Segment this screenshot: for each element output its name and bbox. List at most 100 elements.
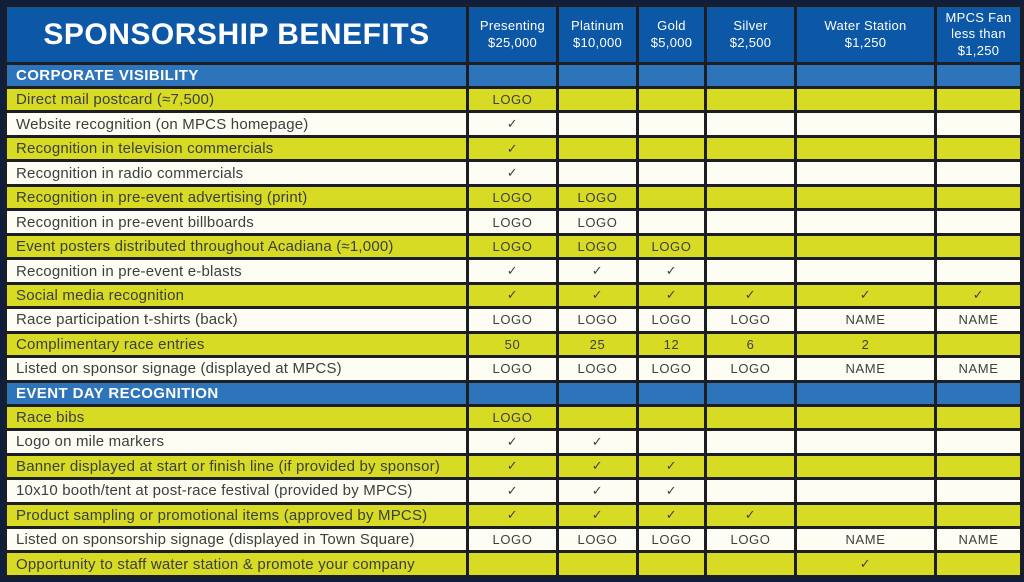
benefit-cell-mpcs-fan: [934, 85, 1023, 114]
benefit-row: Banner displayed at start or finish line…: [4, 452, 1023, 481]
benefit-cell-presenting: LOGO: [466, 355, 559, 383]
benefit-cell-platinum: LOGO: [556, 183, 639, 212]
benefit-cell-gold: [636, 110, 707, 138]
benefit-cell-silver: [704, 403, 797, 432]
page-title: SPONSORSHIP BENEFITS: [4, 4, 469, 65]
benefit-cell-water-station: [794, 428, 937, 456]
column-header-gold: Gold $5,000: [636, 4, 707, 65]
section-cell-gold: [636, 62, 707, 89]
benefit-label: Recognition in television commercials: [4, 134, 469, 163]
benefit-cell-presenting: 50: [466, 330, 559, 359]
benefit-row: Race bibs LOGO: [4, 403, 1023, 432]
benefit-row: Product sampling or promotional items (a…: [4, 501, 1023, 529]
benefit-cell-platinum: [556, 85, 639, 114]
benefit-cell-silver: [704, 232, 797, 261]
benefit-cell-platinum: LOGO: [556, 355, 639, 383]
benefit-cell-mpcs-fan: NAME: [934, 306, 1023, 334]
benefit-row: Complimentary race entries 50 25 12 6 2: [4, 330, 1023, 359]
benefit-label: Race bibs: [4, 403, 469, 432]
benefit-label: Opportunity to staff water station & pro…: [4, 550, 469, 578]
section-cell-silver: [704, 62, 797, 89]
benefit-cell-gold: [636, 85, 707, 114]
benefit-cell-water-station: [794, 110, 937, 138]
benefit-cell-platinum: ✓: [556, 257, 639, 285]
benefit-cell-gold: [636, 159, 707, 187]
benefit-cell-presenting: ✓: [466, 134, 559, 163]
benefit-cell-mpcs-fan: [934, 208, 1023, 236]
benefit-cell-presenting: LOGO: [466, 183, 559, 212]
benefit-cell-gold: [636, 428, 707, 456]
section-cell-water-station: [794, 379, 937, 407]
benefit-label: Recognition in radio commercials: [4, 159, 469, 187]
benefit-label: Recognition in pre-event billboards: [4, 208, 469, 236]
benefit-row: Listed on sponsor signage (displayed at …: [4, 355, 1023, 383]
benefits-table: SPONSORSHIP BENEFITS Presenting $25,000 Pl…: [4, 4, 1023, 578]
benefit-label: Product sampling or promotional items (a…: [4, 501, 469, 529]
benefit-row: Recognition in television commercials ✓: [4, 134, 1023, 163]
benefit-cell-water-station: [794, 208, 937, 236]
benefit-row: Event posters distributed throughout Aca…: [4, 232, 1023, 261]
benefit-cell-presenting: ✓: [466, 428, 559, 456]
section-cell-silver: [704, 379, 797, 407]
benefit-cell-mpcs-fan: [934, 477, 1023, 505]
benefit-cell-gold: ✓: [636, 477, 707, 505]
benefit-cell-presenting: LOGO: [466, 306, 559, 334]
benefit-cell-silver: LOGO: [704, 525, 797, 554]
benefit-cell-mpcs-fan: [934, 550, 1023, 578]
section-cell-platinum: [556, 379, 639, 407]
benefit-row: Website recognition (on MPCS homepage) ✓: [4, 110, 1023, 138]
benefit-cell-presenting: ✓: [466, 501, 559, 529]
benefit-cell-mpcs-fan: NAME: [934, 525, 1023, 554]
benefit-cell-silver: [704, 452, 797, 481]
benefit-label: Event posters distributed throughout Aca…: [4, 232, 469, 261]
benefit-cell-water-station: [794, 477, 937, 505]
benefit-cell-silver: LOGO: [704, 306, 797, 334]
benefit-cell-platinum: [556, 403, 639, 432]
section-row: EVENT DAY RECOGNITION: [4, 379, 1023, 407]
benefit-label: Social media recognition: [4, 281, 469, 310]
benefit-cell-silver: [704, 428, 797, 456]
column-header-mpcs-fan: MPCS Fan less than $1,250: [934, 4, 1023, 65]
section-cell-mpcs-fan: [934, 62, 1023, 89]
benefit-cell-water-station: ✓: [794, 550, 937, 578]
benefit-cell-presenting: LOGO: [466, 208, 559, 236]
column-header-silver: Silver $2,500: [704, 4, 797, 65]
benefit-cell-platinum: ✓: [556, 452, 639, 481]
benefit-label: Recognition in pre-event e-blasts: [4, 257, 469, 285]
benefit-row: 10x10 booth/tent at post-race festival (…: [4, 477, 1023, 505]
benefit-cell-presenting: ✓: [466, 159, 559, 187]
benefit-cell-silver: [704, 477, 797, 505]
benefit-cell-silver: [704, 550, 797, 578]
section-cell-gold: [636, 379, 707, 407]
section-cell-presenting: [466, 62, 559, 89]
benefit-cell-silver: [704, 257, 797, 285]
benefit-cell-presenting: ✓: [466, 257, 559, 285]
benefit-cell-mpcs-fan: [934, 110, 1023, 138]
benefit-cell-platinum: ✓: [556, 281, 639, 310]
benefit-row: Recognition in pre-event billboards LOGO L…: [4, 208, 1023, 236]
benefit-label: Recognition in pre-event advertising (pr…: [4, 183, 469, 212]
benefit-cell-silver: [704, 183, 797, 212]
benefit-cell-presenting: ✓: [466, 110, 559, 138]
column-header-platinum: Platinum $10,000: [556, 4, 639, 65]
benefit-cell-silver: 6: [704, 330, 797, 359]
benefit-cell-water-station: [794, 183, 937, 212]
benefit-label: Race participation t-shirts (back): [4, 306, 469, 334]
benefit-row: Logo on mile markers ✓ ✓: [4, 428, 1023, 456]
benefit-cell-presenting: ✓: [466, 452, 559, 481]
benefit-row: Race participation t-shirts (back) LOGO LO…: [4, 306, 1023, 334]
benefit-cell-mpcs-fan: ✓: [934, 281, 1023, 310]
benefit-cell-mpcs-fan: [934, 232, 1023, 261]
benefit-cell-presenting: LOGO: [466, 403, 559, 432]
benefit-cell-water-station: NAME: [794, 525, 937, 554]
benefit-cell-mpcs-fan: [934, 159, 1023, 187]
benefit-cell-platinum: [556, 550, 639, 578]
benefit-cell-silver: [704, 110, 797, 138]
section-cell-mpcs-fan: [934, 379, 1023, 407]
benefit-cell-gold: [636, 134, 707, 163]
section-cell-water-station: [794, 62, 937, 89]
benefit-cell-mpcs-fan: [934, 257, 1023, 285]
benefit-cell-gold: 12: [636, 330, 707, 359]
benefit-cell-gold: LOGO: [636, 355, 707, 383]
